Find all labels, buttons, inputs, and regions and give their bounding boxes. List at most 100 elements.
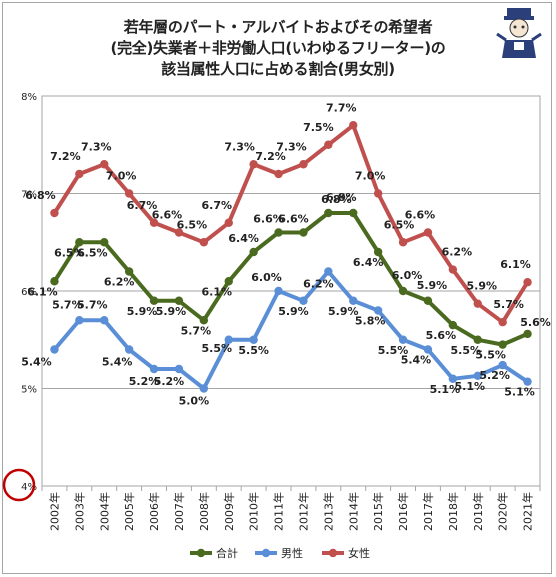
series-point	[373, 189, 383, 198]
series-point	[324, 208, 333, 218]
x-tick-label: 2002年	[47, 492, 61, 531]
series-point	[199, 238, 209, 247]
data-label: 5.2%	[129, 375, 160, 388]
chart-title-line-2: (完全)失業者＋非労働人口(いわゆるフリーター)の	[110, 39, 446, 57]
series-point	[448, 320, 458, 330]
series-point	[398, 286, 408, 296]
series-point	[448, 265, 458, 274]
mascot-illustration	[496, 8, 542, 58]
series-point	[75, 238, 84, 247]
series-point	[174, 296, 184, 305]
series-point	[523, 329, 532, 339]
x-tick-label: 2015年	[371, 492, 385, 531]
data-label: 6.7%	[127, 199, 158, 212]
x-tick-label: 2003年	[72, 492, 86, 531]
series-point	[274, 286, 283, 296]
data-label: 6.4%	[228, 232, 259, 245]
series-point	[398, 335, 408, 344]
y-tick-label: 6%	[21, 287, 37, 298]
series-point	[224, 218, 233, 227]
series-point	[50, 345, 59, 354]
series-point	[299, 160, 308, 169]
y-tick-label: 4%	[21, 482, 37, 493]
x-tick-label: 2014年	[346, 492, 360, 531]
y-tick-label: 5%	[21, 385, 37, 396]
data-label: 6.8%	[326, 191, 357, 204]
data-label: 5.4%	[401, 354, 432, 367]
data-label: 5.7%	[77, 298, 108, 311]
series-point	[324, 267, 333, 276]
data-label: 6.5%	[384, 218, 415, 231]
data-label: 6.6%	[253, 213, 284, 226]
data-label: 5.9%	[328, 305, 359, 318]
series-point	[174, 228, 184, 237]
series-point	[199, 384, 209, 393]
data-label: 7.3%	[276, 140, 307, 153]
series-point	[174, 364, 184, 374]
data-label: 5.4%	[102, 356, 133, 369]
data-label: 7.2%	[255, 150, 286, 163]
data-label: 7.5%	[303, 121, 334, 134]
data-label: 6.2%	[303, 278, 334, 291]
data-label: 5.4%	[21, 356, 52, 369]
series-point	[100, 238, 109, 247]
series-point	[498, 318, 507, 327]
x-tick-label: 2008年	[197, 492, 211, 531]
series-point	[423, 228, 433, 237]
data-label: 6.5%	[54, 246, 85, 259]
data-label: 6.0%	[251, 271, 282, 284]
legend-label: 女性	[348, 546, 370, 560]
series-point	[473, 335, 482, 344]
series-point	[299, 296, 308, 305]
data-label: 5.5%	[450, 344, 481, 357]
series-point	[498, 340, 507, 349]
x-tick-label: 2020年	[496, 492, 510, 531]
data-label: 5.5%	[201, 342, 232, 355]
data-label: 5.9%	[417, 279, 448, 292]
y-tick-label: 8%	[21, 92, 37, 103]
data-label: 6.6%	[152, 209, 183, 222]
series-point	[523, 278, 532, 287]
series-point	[149, 364, 159, 374]
data-label: 5.9%	[156, 305, 187, 318]
series-point	[373, 247, 383, 257]
x-tick-label: 2018年	[446, 492, 460, 531]
series-line	[52, 123, 530, 325]
data-label: 5.2%	[154, 375, 185, 388]
data-label: 6.1%	[500, 258, 531, 271]
legend-label: 合計	[216, 546, 238, 560]
legend-label: 男性	[281, 546, 303, 560]
data-label: 5.9%	[127, 305, 158, 318]
series-point	[423, 296, 433, 305]
series-point	[149, 296, 159, 305]
data-label: 5.9%	[466, 280, 497, 293]
series-point	[249, 160, 258, 169]
x-tick-label: 2005年	[122, 492, 136, 531]
series-point	[349, 121, 358, 130]
series-point	[498, 360, 507, 370]
series-point	[324, 140, 333, 149]
data-label: 5.9%	[278, 305, 309, 318]
data-label: 6.2%	[442, 246, 473, 259]
series-point	[473, 371, 482, 381]
series-line	[52, 269, 529, 391]
data-label: 5.2%	[479, 369, 510, 382]
x-tick-label: 2016年	[396, 492, 410, 531]
series-point	[224, 335, 233, 344]
x-tick-label: 2013年	[321, 492, 335, 531]
data-label: 6.6%	[405, 209, 436, 222]
data-label: 5.1%	[430, 383, 461, 396]
data-label: 5.1%	[504, 386, 535, 399]
x-tick-label: 2007年	[172, 492, 186, 531]
data-label: 6.2%	[104, 276, 135, 289]
data-label: 5.5%	[378, 344, 409, 357]
series-point	[249, 335, 258, 344]
x-tick-label: 2010年	[247, 492, 261, 531]
series-point	[124, 267, 134, 276]
series-point	[373, 306, 383, 315]
data-label: 7.3%	[81, 140, 112, 153]
data-label: 7.2%	[50, 150, 81, 163]
data-label: 6.6%	[278, 213, 309, 226]
series-point	[274, 228, 283, 237]
series-point	[398, 238, 408, 247]
